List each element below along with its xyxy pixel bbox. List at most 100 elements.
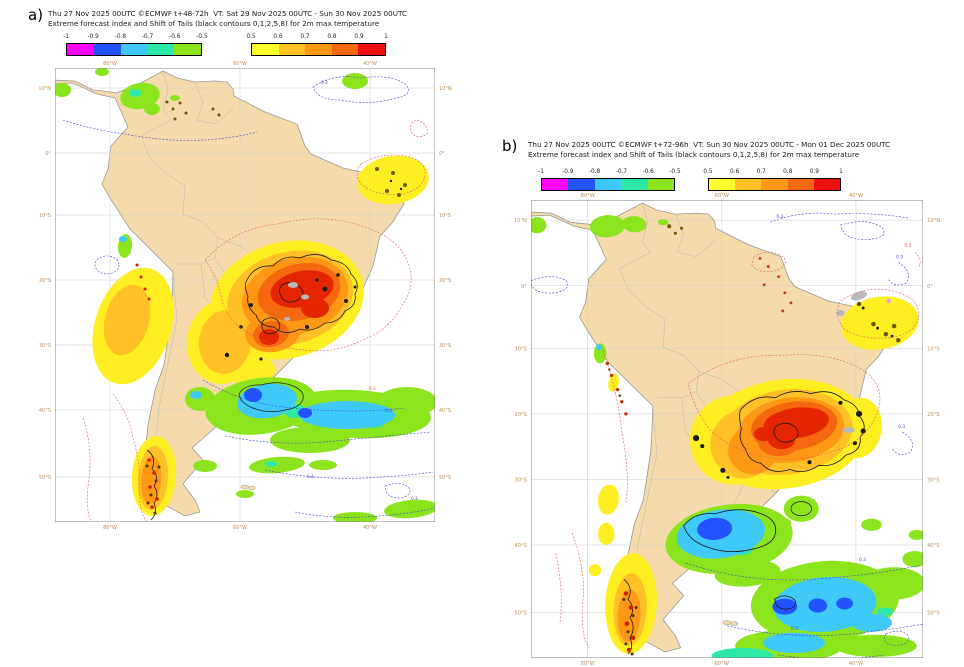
lat-label: 10°N: [514, 218, 527, 224]
lat-label: 0°: [521, 284, 527, 290]
legend-segment: [252, 44, 279, 55]
lat-label: 0°: [927, 284, 933, 290]
panel-b-label: b): [502, 137, 518, 155]
panel-b-title: Thu 27 Nov 2025 00UTC ©ECMWF t+72-96h VT…: [528, 140, 890, 159]
legend-tick: 0.6: [273, 34, 283, 40]
legend-tick: 0.7: [756, 169, 766, 175]
legend-a-negative: -1 -0.9 -0.8 -0.7 -0.6 -0.5: [63, 34, 208, 56]
legend-tick: -0.5: [196, 34, 208, 40]
efi-cool-regions-a: [55, 68, 435, 522]
panel-a-title-line1: Thu 27 Nov 2025 00UTC ©ECMWF t+48-72h VT…: [48, 9, 407, 18]
legend-color-bar: [66, 43, 202, 56]
lon-label: 80°W: [103, 525, 117, 531]
legend-segment: [709, 179, 736, 190]
svg-text:0.3: 0.3: [896, 255, 903, 261]
lat-label: 0°: [45, 151, 51, 157]
svg-text:0.3: 0.3: [411, 496, 418, 501]
lat-label: 0°: [439, 151, 445, 157]
lat-label: 10°N: [927, 218, 940, 224]
sot-speckles-b: [605, 224, 901, 656]
legend-tick: -0.6: [642, 169, 654, 175]
lon-label: 40°W: [363, 61, 377, 67]
panel-b-title-line2: Extreme forecast index and Shift of Tail…: [528, 149, 860, 159]
efi-positive-dashed-contours-a: [82, 119, 428, 522]
lon-label: 60°W: [233, 525, 247, 531]
svg-text:0.3: 0.3: [369, 386, 376, 391]
axis-labels-b: 80°W 60°W 40°W 80°W 60°W 40°W 10°N 0° 10…: [514, 193, 940, 667]
legend-color-bar: [708, 178, 841, 191]
lat-label: 20°S: [514, 412, 526, 418]
legend-segment: [735, 179, 762, 190]
svg-text:0.3: 0.3: [859, 557, 866, 563]
lon-label: 60°W: [715, 661, 729, 667]
legend-segment: [147, 44, 175, 55]
legend-segment: [305, 44, 332, 55]
efi-warm-regions-b: [588, 296, 919, 654]
axis-labels-a: 80°W 60°W 40°W 80°W 60°W 40°W 10°N 0° 10…: [38, 61, 451, 531]
legend-tick: 0.5: [703, 169, 713, 175]
panel-a-label: a): [28, 6, 44, 24]
panel-b-title-line1: Thu 27 Nov 2025 00UTC ©ECMWF t+72-96h VT…: [528, 140, 891, 149]
legend-tick: -1: [538, 169, 544, 175]
map-b: 0.3 0.3 0.3 0.3 0.3 0.3 80°W 60°W 40°W 8…: [514, 193, 940, 667]
sot-black-contours-b: [623, 391, 865, 655]
svg-text:0.3: 0.3: [321, 80, 328, 85]
legend-color-bar: [541, 178, 675, 191]
lat-label: 50°S: [39, 475, 51, 481]
panel-a-title-line2: Extreme forecast index and Shift of Tail…: [48, 18, 380, 28]
efi-warm-regions-a: [92, 155, 429, 516]
map-a: 0.3 0.3 0.3 0.3 0.3 80°W 60°W 40°W 80°W …: [38, 61, 451, 531]
legend-segment: [813, 179, 841, 190]
legend-tick: -0.8: [114, 34, 127, 40]
lon-label: 60°W: [233, 61, 247, 67]
contour-value-labels-b: 0.3 0.3 0.3 0.3 0.3 0.3: [777, 214, 912, 632]
legend-tick: -0.9: [87, 34, 99, 40]
legend-tick: 1: [839, 169, 843, 175]
contour-value-labels-a: 0.3 0.3 0.3 0.3 0.3: [307, 80, 418, 501]
svg-text:0.3: 0.3: [904, 242, 911, 248]
panel-a-title: Thu 27 Nov 2025 00UTC ©ECMWF t+48-72h VT…: [48, 9, 407, 28]
legend-segment: [93, 44, 121, 55]
legend-tick: -0.5: [669, 169, 681, 175]
legend-segment: [67, 44, 94, 55]
svg-text:0.3: 0.3: [791, 626, 798, 632]
lat-label: 30°S: [927, 478, 939, 484]
legend-tick: -0.7: [141, 34, 154, 40]
svg-text:0.3: 0.3: [307, 474, 314, 479]
lon-label: 80°W: [103, 61, 117, 67]
lat-label: 30°S: [514, 478, 526, 484]
legend-segment: [331, 44, 359, 55]
legend-tick: 0.6: [729, 169, 740, 175]
lon-label: 40°W: [849, 661, 863, 667]
efi-positive-dashed-contours-b: [555, 252, 921, 649]
legend-segment: [358, 44, 385, 55]
lat-label: 40°S: [514, 543, 526, 549]
legend-segment: [787, 179, 814, 190]
lat-label: 10°S: [439, 213, 451, 219]
legend-segment: [278, 44, 306, 55]
lat-label: 30°S: [439, 343, 451, 349]
svg-text:0.3: 0.3: [777, 214, 784, 220]
lon-label: 80°W: [581, 661, 595, 667]
sot-black-contours-a: [146, 254, 358, 521]
legend-segment: [568, 179, 595, 190]
lat-label: 20°S: [439, 278, 451, 284]
legend-segment: [120, 44, 148, 55]
legend-b-positive: 0.5 0.6 0.7 0.8 0.9 1: [703, 169, 843, 191]
legend-tick: 0.8: [783, 169, 793, 175]
legend-segment: [621, 179, 648, 190]
lat-label: 10°S: [39, 213, 51, 219]
lat-label: 50°S: [514, 611, 526, 617]
lon-label: 60°W: [715, 193, 729, 199]
lat-label: 30°S: [39, 343, 51, 349]
lat-label: 10°S: [927, 346, 939, 352]
legend-segment: [761, 179, 788, 190]
legend-color-bar: [251, 43, 386, 56]
legend-tick: -0.8: [588, 169, 601, 175]
legend-segment: [174, 44, 201, 55]
legend-a-positive: 0.5 0.6 0.7 0.8 0.9 1: [246, 34, 388, 56]
legend-tick: 0.5: [246, 34, 256, 40]
svg-text:0.3: 0.3: [385, 408, 392, 413]
legend-tick: -1: [63, 34, 69, 40]
legend-tick: 1: [384, 34, 388, 40]
